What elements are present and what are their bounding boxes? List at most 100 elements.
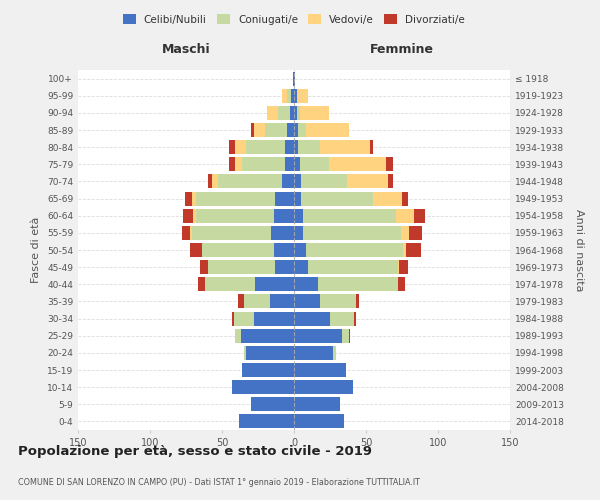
Bar [232,312,233,326]
Bar [373,192,402,205]
Bar [247,346,294,360]
Bar [190,243,202,257]
Bar [269,294,294,308]
Bar [294,140,298,154]
Bar [218,174,283,188]
Bar [291,88,294,102]
Bar [294,88,297,102]
Bar [196,208,274,222]
Bar [293,72,294,86]
Bar [401,226,409,240]
Bar [254,312,294,326]
Bar [409,226,422,240]
Bar [402,192,408,205]
Bar [255,278,294,291]
Bar [185,192,192,205]
Bar [308,260,398,274]
Bar [347,174,388,188]
Bar [192,226,271,240]
Y-axis label: Fasce di età: Fasce di età [31,217,41,283]
Bar [278,106,290,120]
Bar [398,278,405,291]
Bar [294,260,308,274]
Bar [406,243,421,257]
Bar [197,278,205,291]
Bar [196,192,275,205]
Bar [330,312,355,326]
Bar [294,192,301,205]
Bar [294,123,298,137]
Bar [205,278,255,291]
Bar [190,226,192,240]
Bar [241,328,294,342]
Bar [232,380,294,394]
Bar [286,140,294,154]
Bar [274,208,294,222]
Bar [302,226,401,240]
Bar [305,123,349,137]
Bar [200,260,208,274]
Bar [235,328,241,342]
Bar [193,208,196,222]
Bar [275,192,294,205]
Bar [403,243,406,257]
Bar [183,208,193,222]
Text: Popolazione per età, sesso e stato civile - 2019: Popolazione per età, sesso e stato civil… [18,445,372,458]
Bar [294,72,295,86]
Bar [301,174,347,188]
Bar [294,158,300,172]
Bar [305,243,403,257]
Bar [287,123,294,137]
Bar [294,328,341,342]
Bar [294,243,305,257]
Bar [300,106,329,120]
Bar [413,208,425,222]
Bar [239,414,294,428]
Bar [290,106,294,120]
Bar [294,106,297,120]
Bar [302,208,396,222]
Bar [287,88,291,102]
Bar [294,398,340,411]
Legend: Celibi/Nubili, Coniugati/e, Vedovi/e, Divorziati/e: Celibi/Nubili, Coniugati/e, Vedovi/e, Di… [119,10,469,29]
Bar [182,226,190,240]
Text: Femmine: Femmine [370,44,434,57]
Bar [247,140,286,154]
Bar [297,106,300,120]
Text: Maschi: Maschi [161,44,211,57]
Bar [242,158,286,172]
Bar [294,363,346,377]
Bar [212,174,218,188]
Bar [319,278,398,291]
Bar [251,398,294,411]
Bar [320,140,370,154]
Bar [349,328,350,342]
Bar [355,312,356,326]
Bar [275,260,294,274]
Bar [329,158,386,172]
Bar [301,192,373,205]
Bar [294,380,353,394]
Bar [266,106,278,120]
Bar [229,140,235,154]
Bar [274,243,294,257]
Bar [298,140,320,154]
Bar [399,260,408,274]
Bar [294,414,344,428]
Bar [300,158,329,172]
Bar [386,158,394,172]
Bar [192,192,196,205]
Y-axis label: Anni di nascita: Anni di nascita [574,209,584,291]
Bar [396,208,413,222]
Bar [235,158,242,172]
Bar [244,294,269,308]
Bar [294,346,333,360]
Bar [298,123,305,137]
Bar [398,260,399,274]
Bar [235,140,247,154]
Bar [238,294,244,308]
Bar [229,158,235,172]
Bar [233,312,254,326]
Bar [294,294,320,308]
Bar [294,226,302,240]
